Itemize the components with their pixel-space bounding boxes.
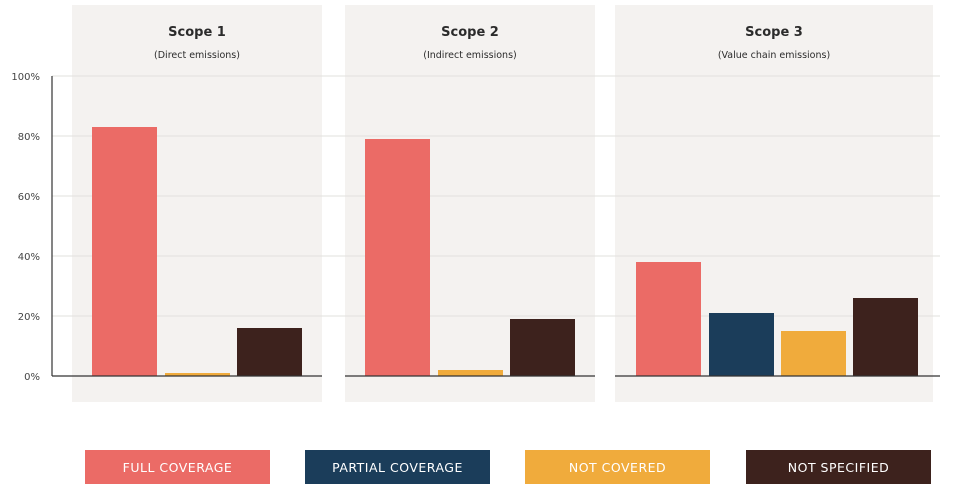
y-tick-label: 100% [11, 72, 40, 83]
bar-not-covered [438, 370, 503, 376]
panel-subtitle: (Direct emissions) [154, 50, 240, 61]
bar-full-coverage [365, 139, 430, 376]
y-tick-label: 40% [18, 252, 40, 263]
panel-title: Scope 3 [745, 25, 803, 40]
y-tick-label: 20% [18, 312, 40, 323]
panel-subtitle: (Value chain emissions) [718, 50, 830, 61]
bar-not-covered [781, 331, 846, 376]
y-tick-label: 0% [24, 372, 40, 383]
bar-not-specified [510, 319, 575, 376]
panel-title: Scope 2 [441, 25, 499, 40]
panel-subtitle: (Indirect emissions) [423, 50, 516, 61]
legend-item-partial-coverage: PARTIAL COVERAGE [305, 450, 490, 484]
bar-full-coverage [92, 127, 157, 376]
bar-full-coverage [636, 262, 701, 376]
y-tick-label: 80% [18, 132, 40, 143]
panel-title: Scope 1 [168, 25, 226, 40]
y-tick-label: 60% [18, 192, 40, 203]
legend-item-full-coverage: FULL COVERAGE [85, 450, 270, 484]
legend: FULL COVERAGE PARTIAL COVERAGE NOT COVERED… [0, 450, 973, 484]
legend-item-not-covered: NOT COVERED [525, 450, 710, 484]
chart: 0% 20% 40% 60% 80% 100% Scope 1 (Direct emissi… [11, 5, 940, 402]
bar-not-specified [853, 298, 918, 376]
bar-not-covered [165, 373, 230, 376]
legend-item-not-specified: NOT SPECIFIED [746, 450, 931, 484]
bar-partial-coverage [709, 313, 774, 376]
bar-not-specified [237, 328, 302, 376]
